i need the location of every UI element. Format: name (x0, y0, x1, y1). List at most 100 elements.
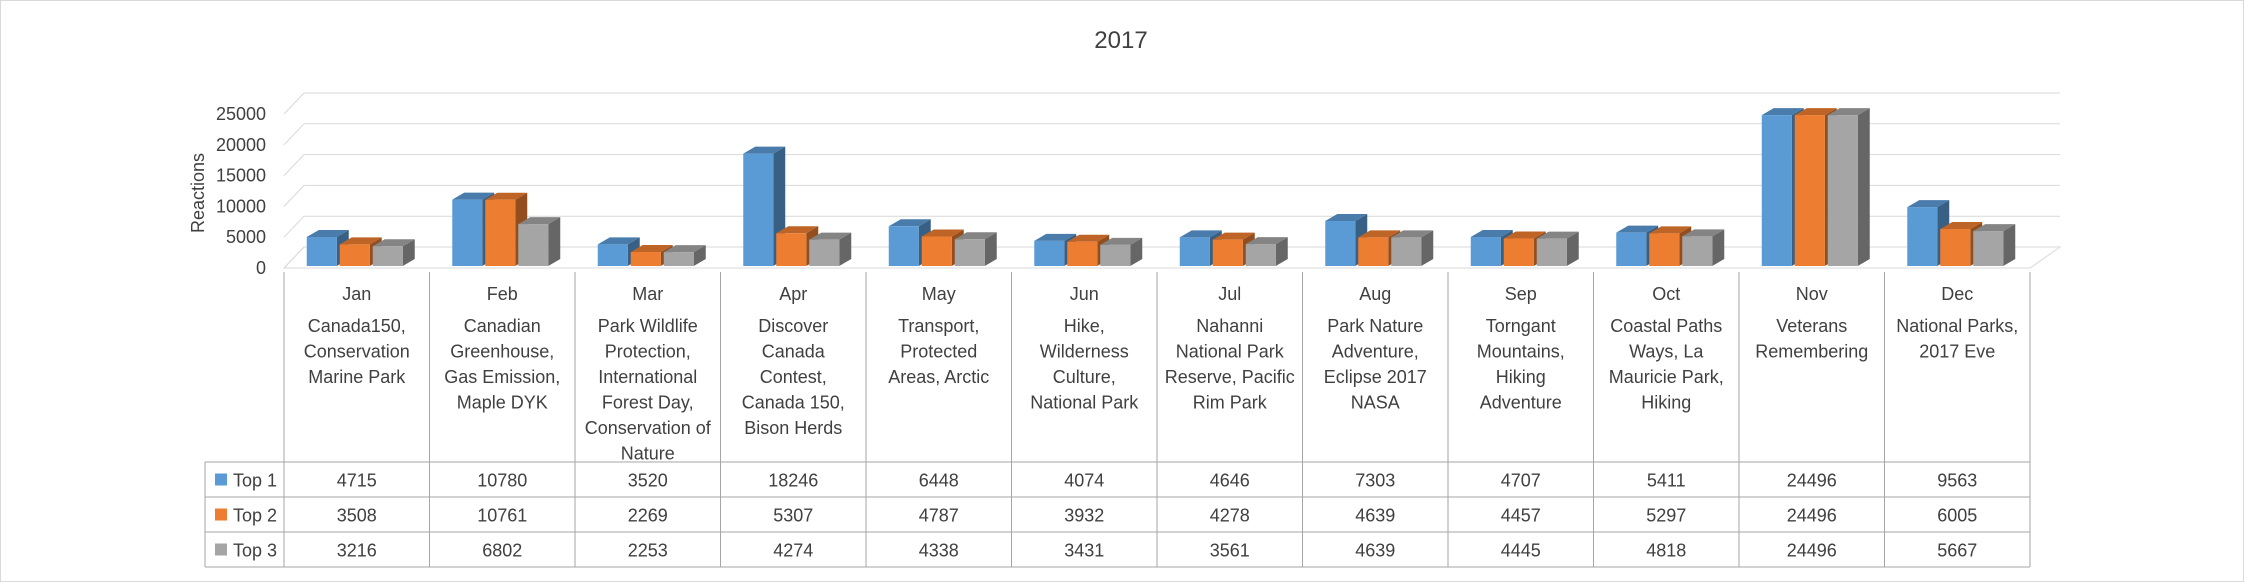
topic-label: Bison Herds (744, 418, 842, 438)
bar-side (693, 245, 706, 266)
bar-side (1712, 229, 1725, 266)
bar-top-3-feb (518, 224, 549, 266)
bar-top (1470, 230, 1513, 238)
y-axis-label: Reactions (188, 153, 208, 233)
legend-label: Top 1 (233, 471, 277, 491)
bar-top-3-jul (1245, 244, 1276, 266)
bar-side (1130, 237, 1143, 266)
topic-label: Maple DYK (457, 393, 548, 413)
chart-title: 2017 (1094, 27, 1147, 54)
legend-swatch-top-2 (215, 508, 227, 521)
bar-top-1-jul (1179, 237, 1210, 266)
category-label: Aug (1359, 284, 1391, 304)
data-table-value: 7303 (1355, 471, 1395, 491)
bar-top (1325, 214, 1368, 222)
bar-side (2003, 224, 2016, 266)
bar-top-2-sep (1503, 238, 1534, 266)
bar-top (954, 232, 997, 240)
category-label: Oct (1652, 284, 1680, 304)
y-tick-label: 20000 (216, 135, 266, 155)
bar-top-2-oct (1649, 233, 1680, 266)
bar-top-3-jun (1100, 244, 1131, 266)
data-table-value: 4639 (1355, 506, 1395, 526)
bar-top (306, 229, 349, 237)
bar-top (809, 232, 852, 240)
bar-top-3-apr (809, 239, 840, 266)
bar-top-1-may (888, 226, 919, 266)
topic-label: Protected (900, 342, 977, 362)
topic-label: Mauricie Park, (1609, 367, 1724, 387)
topic-label: Canada 150, (742, 393, 845, 413)
topic-label: International (598, 367, 697, 387)
data-table-value: 9563 (1937, 471, 1977, 491)
bar-top (1100, 237, 1143, 245)
legend-swatch-top-1 (215, 473, 227, 486)
bar-top (1649, 226, 1692, 234)
topic-label: Adventure, (1332, 342, 1419, 362)
topic-label: Coastal Paths (1610, 316, 1722, 336)
category-label: Jun (1070, 284, 1099, 304)
topic-label: Areas, Arctic (888, 367, 989, 387)
bar-top (1067, 234, 1110, 242)
data-table-value: 2253 (628, 541, 668, 561)
category-label: Jan (342, 284, 371, 304)
bar-side (548, 217, 561, 266)
bar-top (921, 229, 964, 237)
data-table-value: 4787 (919, 506, 959, 526)
data-table-value: 4445 (1501, 541, 1541, 561)
topic-label: Adventure (1480, 393, 1562, 413)
category-label: Mar (632, 284, 663, 304)
topic-label: NASA (1351, 393, 1400, 413)
bar-side (402, 239, 415, 266)
category-label: May (922, 284, 956, 304)
topic-label: Park Wildlife (598, 316, 698, 336)
bar-top-3-nov (1827, 115, 1858, 266)
bar-top-2-apr (776, 233, 807, 266)
bar-top (1536, 231, 1579, 239)
bar-top-3-sep (1536, 238, 1567, 266)
topic-label: Greenhouse, (450, 342, 554, 362)
data-table-value: 6005 (1937, 506, 1977, 526)
bar-top (1391, 230, 1434, 238)
topic-label: Canadian (464, 316, 541, 336)
bar-top (1973, 224, 2016, 232)
data-table-value: 10780 (477, 471, 527, 491)
topic-label: Nature (621, 444, 675, 464)
topic-label: Park Nature (1327, 316, 1423, 336)
topic-label: Wilderness (1040, 342, 1129, 362)
data-table-value: 5297 (1646, 506, 1686, 526)
data-table-value: 10761 (477, 506, 527, 526)
bar-top-2-may (921, 236, 952, 266)
bar-top (1245, 237, 1288, 245)
topic-label: Forest Day, (602, 393, 694, 413)
data-table-value: 4278 (1210, 506, 1250, 526)
topic-label: Transport, (898, 316, 979, 336)
topic-label: Discover (758, 316, 828, 336)
data-table-value: 4274 (773, 541, 813, 561)
data-table-value: 4457 (1501, 506, 1541, 526)
bar-top (888, 219, 931, 227)
topic-label: Mountains, (1477, 342, 1565, 362)
bar-top-1-mar (597, 244, 628, 266)
bar-top (1358, 230, 1401, 238)
y-tick-label: 15000 (216, 166, 266, 186)
data-table-value: 4639 (1355, 541, 1395, 561)
topic-label: Nahanni (1196, 316, 1263, 336)
topic-label: Torngant (1486, 316, 1556, 336)
topic-label: Hike, (1064, 316, 1105, 336)
data-table-value: 3561 (1210, 541, 1250, 561)
topic-label: National Park (1176, 342, 1285, 362)
bar-top-3-oct (1682, 236, 1713, 266)
data-table-value: 18246 (768, 471, 818, 491)
y-tick-label: 5000 (226, 227, 266, 247)
y-tick-label: 10000 (216, 196, 266, 216)
gridline-diagonal (283, 123, 305, 146)
bar-side (1421, 230, 1434, 266)
topic-label: Conservation (304, 342, 410, 362)
data-table-value: 2269 (628, 506, 668, 526)
data-table-value: 6448 (919, 471, 959, 491)
bar-top-3-dec (1973, 231, 2004, 266)
bar-side (1275, 237, 1288, 266)
data-table-value: 24496 (1787, 471, 1837, 491)
